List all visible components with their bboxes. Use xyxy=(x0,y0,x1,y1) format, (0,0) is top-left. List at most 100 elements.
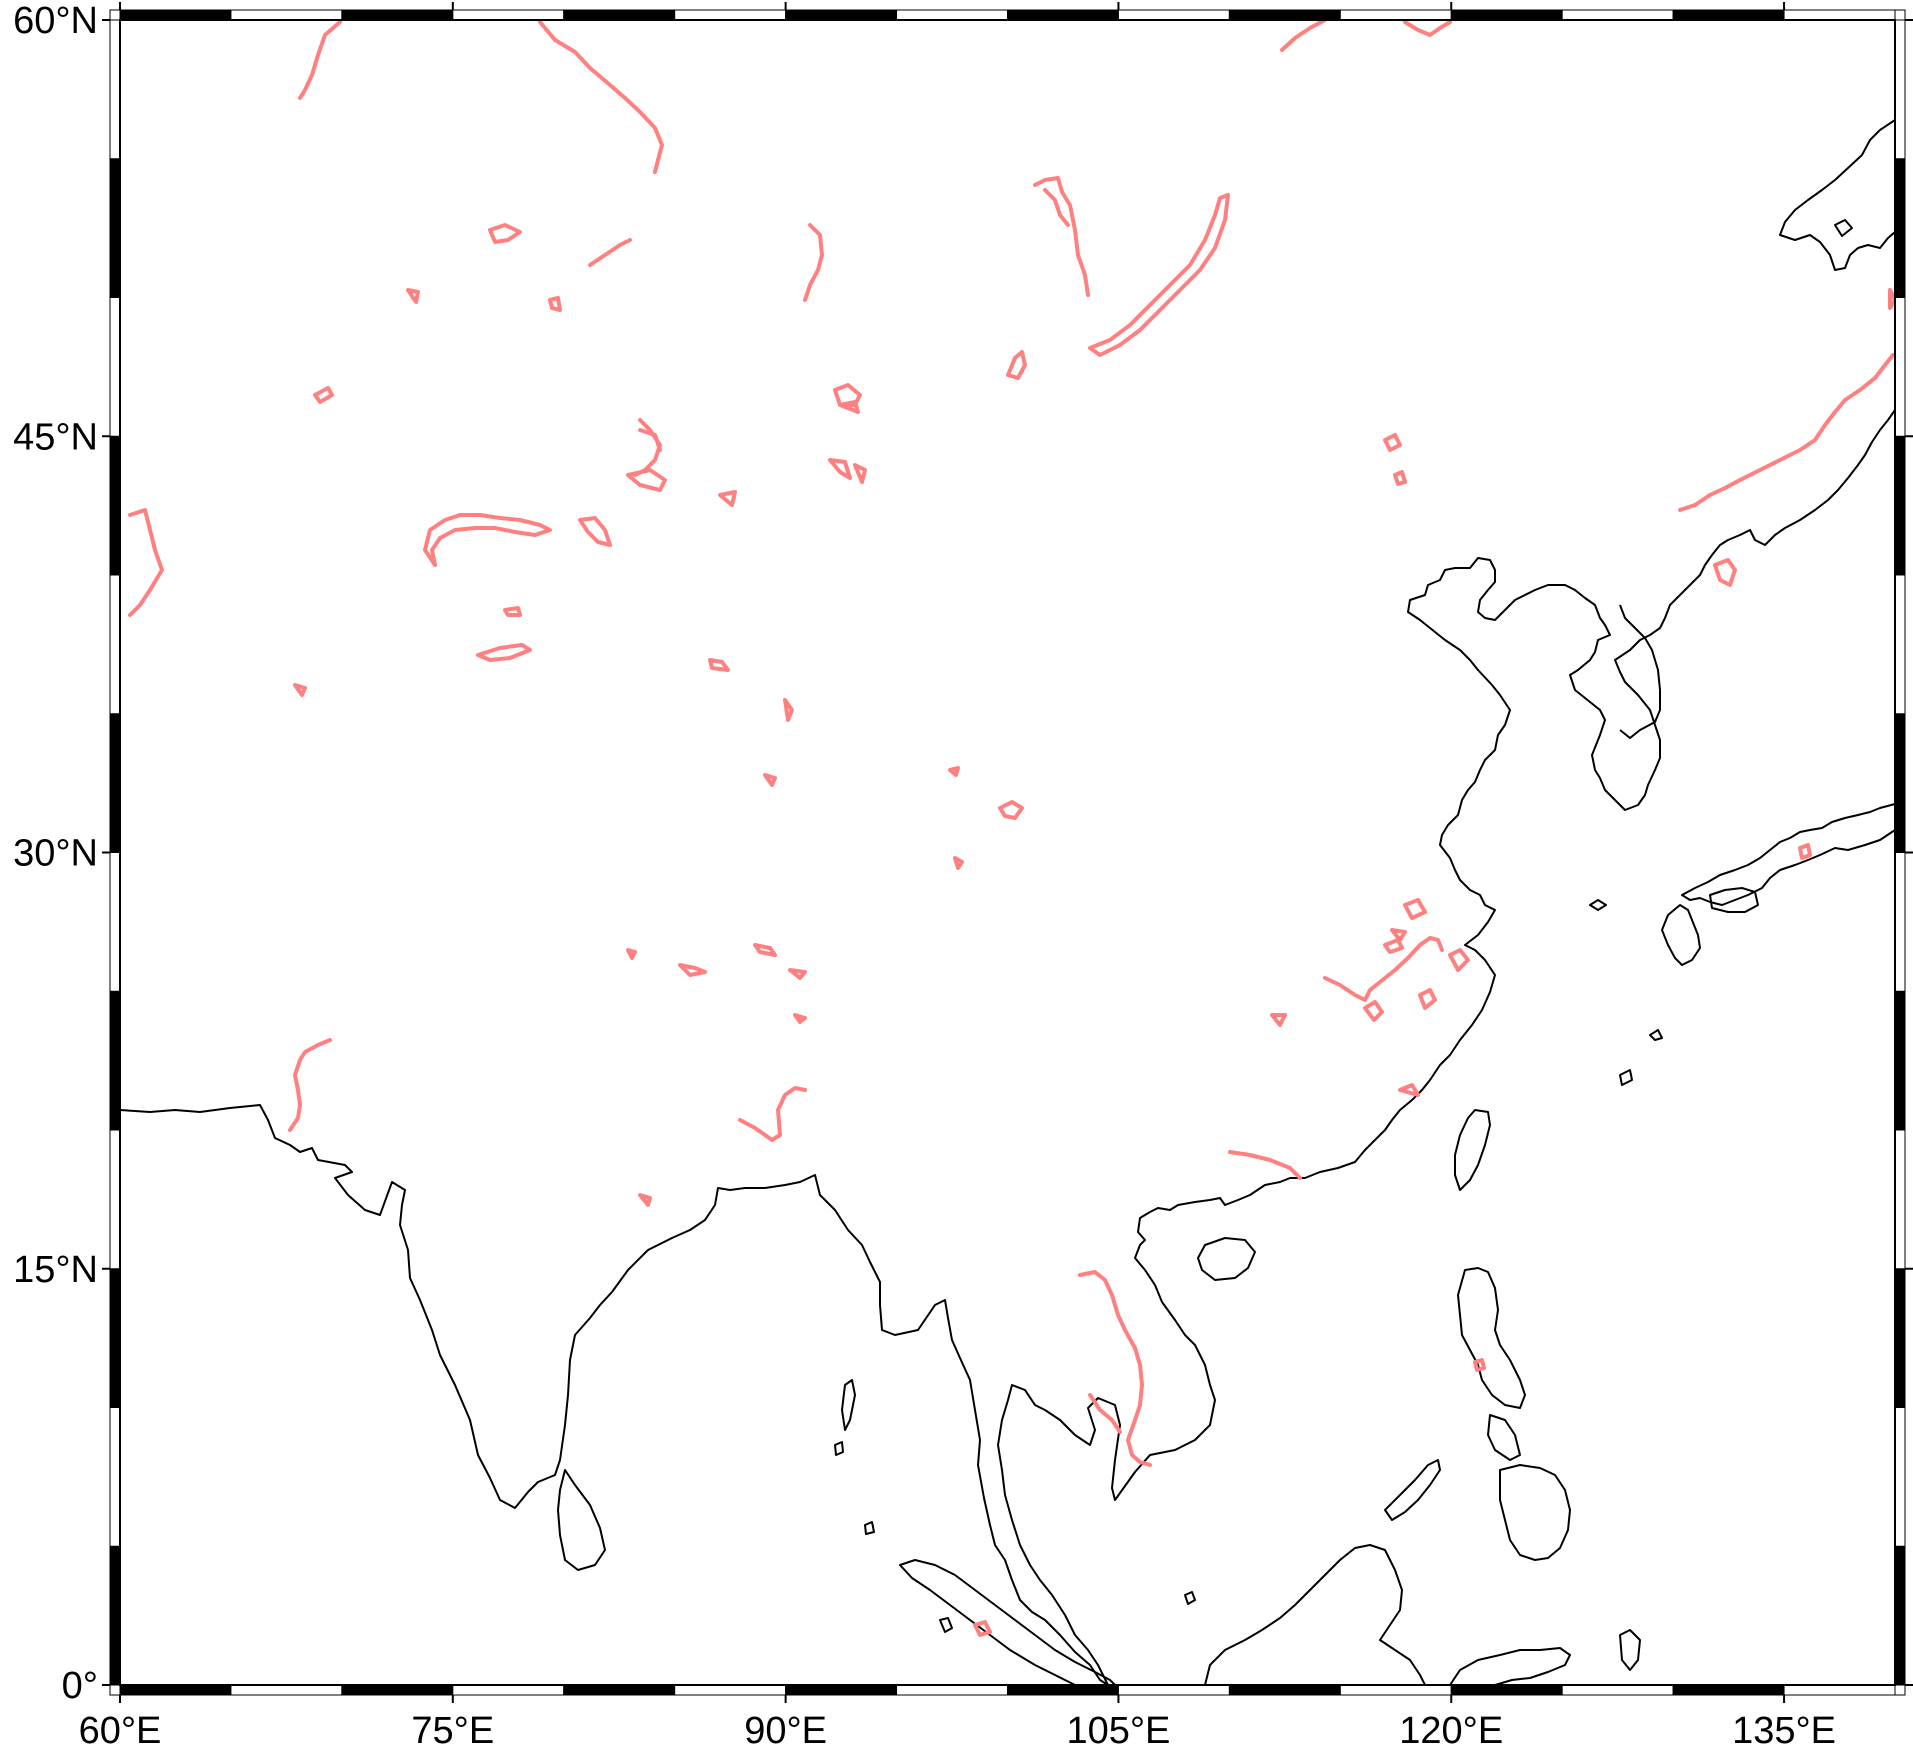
frame-segment-right xyxy=(1894,713,1906,853)
lake-alakol xyxy=(578,516,612,547)
frame-segment-top xyxy=(119,9,232,21)
lake-luzon-laguna xyxy=(1473,1358,1486,1372)
lake-sumatra-toba xyxy=(973,1620,992,1637)
y-tick-label: 0° xyxy=(62,1665,98,1707)
frame-segment-bottom xyxy=(1783,1684,1896,1696)
island-taiwan xyxy=(1454,1109,1491,1191)
lake-tibet-3 xyxy=(948,766,960,777)
frame-segment-bottom xyxy=(452,1684,565,1696)
lake-tibet-9 xyxy=(793,1013,807,1024)
island-sri-lanka xyxy=(557,1469,606,1571)
lake-small-1 xyxy=(406,288,420,304)
river-xinjiang xyxy=(638,428,662,452)
lake-khanka xyxy=(1713,558,1737,587)
lake-bosten xyxy=(708,658,730,672)
island-japan-kyushu xyxy=(1661,904,1701,966)
river-ob-upper xyxy=(298,20,342,100)
lake-mongolia-2 xyxy=(828,458,852,480)
frame-segment-left xyxy=(109,1129,121,1270)
coastline-korea xyxy=(1619,604,1661,739)
lake-tibet-5 xyxy=(626,948,637,960)
frame-segment-right xyxy=(1894,435,1906,576)
island-nias xyxy=(939,1617,953,1633)
lake-ebi xyxy=(626,468,667,492)
river-yenisei-north-1 xyxy=(1280,18,1327,52)
lake-buir xyxy=(1393,470,1407,486)
lake-northeast xyxy=(1888,288,1897,310)
frame-segment-top xyxy=(1450,9,1563,21)
frame-segment-top xyxy=(1783,9,1896,21)
river-xi-jiang xyxy=(1228,1150,1302,1180)
lake-tibet-1 xyxy=(783,698,794,722)
lake-mongolia-3 xyxy=(853,463,867,484)
x-tick-label: 60°E xyxy=(79,1710,162,1747)
lake-tai xyxy=(1448,948,1470,972)
frame-segment-top xyxy=(785,9,898,21)
frame-segment-top xyxy=(1117,9,1230,21)
river-tsangpo xyxy=(738,1086,807,1142)
river-mekong-branch xyxy=(1088,1393,1122,1434)
island-nicobar xyxy=(864,1521,875,1535)
lake-zaysan xyxy=(488,223,522,244)
lake-sea-small xyxy=(293,683,307,697)
frame-segment-left xyxy=(109,713,121,853)
lake-baikal xyxy=(1088,193,1230,357)
island-visayas xyxy=(1487,1414,1521,1461)
map-area xyxy=(120,20,1895,1685)
y-tick-label: 45°N xyxy=(13,416,98,458)
coastline-sakhalin xyxy=(1779,119,1896,271)
frame-segment-right xyxy=(1894,990,1906,1131)
x-tick-label: 105°E xyxy=(1066,1710,1170,1747)
island-mindanao xyxy=(1499,1464,1571,1561)
x-tick-label: 120°E xyxy=(1399,1710,1503,1747)
lake-tibet-2 xyxy=(763,773,777,787)
river-selenga xyxy=(1033,176,1090,297)
frame-segment-right xyxy=(1894,852,1906,992)
frame-corner xyxy=(109,9,121,21)
coastline-sakhalin-lake xyxy=(1834,219,1853,237)
lake-balkhash xyxy=(423,513,552,567)
frame-segment-right xyxy=(1894,1268,1906,1408)
frame-corner xyxy=(109,1684,121,1696)
island-japan-shikoku xyxy=(1709,887,1759,913)
lake-small-2 xyxy=(548,296,562,312)
frame-segment-left xyxy=(109,1545,121,1686)
river-upper-1 xyxy=(803,223,824,302)
frame-segment-bottom xyxy=(896,1684,1008,1696)
island-ryukyu-1 xyxy=(1649,1029,1663,1041)
island-halmahera xyxy=(1619,1629,1641,1671)
x-tick-label: 135°E xyxy=(1732,1710,1836,1747)
frame-segment-left xyxy=(109,158,121,298)
frame-segment-bottom xyxy=(785,1684,898,1696)
lake-small-4 xyxy=(503,606,522,617)
frame-segment-right xyxy=(1894,1129,1906,1270)
island-japan-honshu xyxy=(1681,803,1896,906)
x-tick-label: 90°E xyxy=(744,1710,827,1747)
frame-segment-left xyxy=(109,19,121,160)
x-tick-label: 75°E xyxy=(411,1710,494,1747)
river-irtysh xyxy=(538,20,664,174)
frame-segment-bottom xyxy=(1672,1684,1785,1696)
frame-segment-top xyxy=(1672,9,1785,21)
frame-segment-bottom xyxy=(1339,1684,1452,1696)
y-tick-label: 30°N xyxy=(13,833,98,875)
island-natuna xyxy=(1184,1591,1196,1605)
frame-segment-top xyxy=(230,9,343,21)
island-hainan xyxy=(1197,1237,1256,1281)
frame-segment-bottom xyxy=(1561,1684,1674,1696)
frame-segment-bottom xyxy=(674,1684,787,1696)
lake-khar-us xyxy=(833,383,862,407)
frame-segment-top xyxy=(674,9,787,21)
lake-chaohu xyxy=(1270,1013,1287,1027)
lake-uvs xyxy=(1006,350,1027,380)
river-amur xyxy=(1678,353,1895,512)
lake-hulun xyxy=(1383,433,1402,452)
river-yangtze xyxy=(1323,936,1444,1002)
frame-segment-top xyxy=(1339,9,1452,21)
frame-segment-top xyxy=(1007,9,1119,21)
lake-qinghai xyxy=(998,800,1024,820)
lake-north-1 xyxy=(1398,1083,1420,1097)
island-ryukyu-2 xyxy=(1619,1069,1633,1086)
frame-segment-left xyxy=(109,1268,121,1408)
